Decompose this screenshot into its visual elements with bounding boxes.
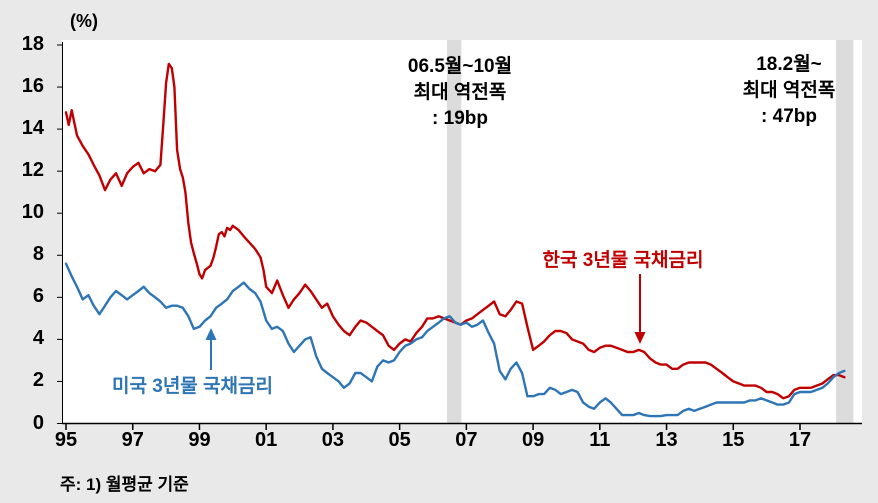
- x-tick-label: 09: [521, 429, 545, 451]
- y-tick-label: 16: [21, 75, 44, 98]
- us-series-label: 미국 3년물 국채금리: [112, 376, 273, 397]
- x-tick-label: 99: [188, 429, 211, 451]
- x-tick-label: 97: [121, 429, 144, 451]
- y-tick-label: 4: [32, 327, 44, 350]
- y-tick-label: 10: [21, 201, 44, 224]
- x-tick-label: 95: [54, 429, 78, 451]
- y-tick-label: 2: [32, 369, 44, 392]
- annotation-line: : 19bp: [432, 108, 488, 130]
- footnote: 주: 1) 월평균 기준: [60, 475, 189, 494]
- annotation-line: : 47bp: [761, 106, 817, 128]
- y-tick-label: 6: [32, 285, 44, 308]
- x-tick-label: 07: [455, 429, 478, 451]
- x-tick-label: 05: [388, 429, 411, 451]
- annotation-line: 18.2월~: [756, 54, 822, 75]
- annotation-2006-inversion: 06.5월~10월 최대 역전폭 : 19bp: [360, 54, 560, 133]
- annotation-line: 최대 역전폭: [742, 80, 836, 102]
- x-tick-label: 03: [321, 429, 345, 451]
- y-axis-unit-label: (%): [70, 11, 98, 31]
- x-tick-label: 15: [722, 429, 745, 451]
- y-axis-tick-labels: 0 2 4 6 8 10 12 14 16 18: [0, 0, 46, 503]
- y-tick-label: 14: [21, 117, 44, 140]
- x-tick-label: 11: [589, 429, 611, 451]
- y-tick-label: 18: [21, 33, 44, 56]
- annotation-line: 최대 역전폭: [413, 82, 507, 104]
- y-tick-label: 12: [21, 159, 44, 182]
- x-tick-label: 01: [255, 429, 278, 451]
- y-tick-label: 8: [32, 243, 44, 266]
- x-tick-label: 13: [655, 429, 678, 451]
- x-tick-label: 17: [788, 429, 812, 451]
- annotation-2018-inversion: 18.2월~ 최대 역전폭 : 47bp: [700, 52, 878, 131]
- x-axis-tick-labels: 95 97 99 01 03 05 07 09 11 13 15 17: [0, 429, 878, 455]
- y-tick-label: 0: [32, 411, 44, 434]
- annotation-line: 06.5월~10월: [407, 56, 513, 77]
- korea-series-label: 한국 3년물 국채금리: [542, 250, 704, 271]
